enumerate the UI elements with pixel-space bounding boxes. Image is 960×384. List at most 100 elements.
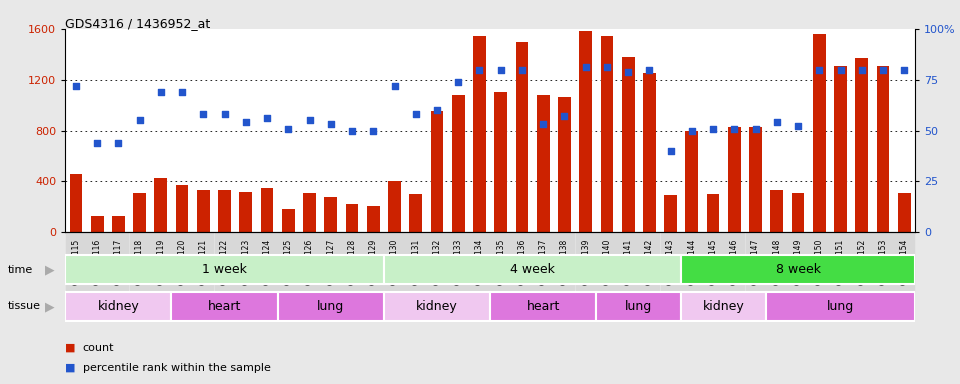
Text: lung: lung [827,300,854,313]
Point [536,121,551,127]
Bar [516,41,528,232]
Point [280,126,296,132]
Text: lung: lung [317,300,345,313]
Bar [766,291,915,321]
Bar [346,204,358,232]
Bar [172,291,277,321]
Bar [155,178,167,232]
Bar [749,127,762,232]
Point [366,127,381,134]
Point [324,121,339,127]
Text: tissue: tissue [8,301,40,311]
Point [641,66,657,73]
Point [301,117,317,123]
Point [345,127,360,134]
Bar [596,291,682,321]
Bar [324,197,337,232]
Bar [452,95,465,232]
Point [684,127,700,134]
Bar [277,291,384,321]
Bar [601,36,613,232]
Bar [792,193,804,232]
Point [493,66,509,73]
Point [429,107,444,113]
Bar [707,194,719,232]
Bar [643,73,656,232]
Text: ■: ■ [65,363,76,373]
Text: 1 week: 1 week [203,263,247,276]
Bar [69,174,83,232]
Point [387,83,402,89]
Bar [384,255,682,285]
Bar [728,127,741,232]
Bar [388,181,401,232]
Point [557,113,572,119]
Point [833,66,849,73]
Point [515,66,530,73]
Text: 8 week: 8 week [776,263,821,276]
Text: ■: ■ [65,343,76,353]
Point [578,65,593,71]
Bar [197,190,209,232]
Bar [491,291,596,321]
Bar [431,111,444,232]
Point [876,66,891,73]
Point [620,68,636,74]
Text: heart: heart [526,300,560,313]
Text: kidney: kidney [98,300,139,313]
Point [110,140,126,146]
Bar [834,66,847,232]
Point [727,126,742,132]
Text: kidney: kidney [703,300,745,313]
Point [599,65,614,71]
Bar [112,216,125,232]
Bar [282,209,295,232]
Bar [239,192,252,232]
Text: ▶: ▶ [45,263,55,276]
Bar [409,194,422,232]
Bar [579,31,592,232]
Bar [65,291,172,321]
Bar [664,195,677,232]
Bar [898,193,911,232]
Point [748,126,763,132]
Bar [682,291,766,321]
Bar [176,185,188,232]
Bar [622,57,635,232]
Text: 4 week: 4 week [510,263,555,276]
Bar [65,255,384,285]
Point [175,89,190,95]
Bar [855,58,868,232]
Point [450,79,466,85]
Bar [685,131,698,232]
Bar [367,205,379,232]
Point [217,111,232,118]
Point [769,119,784,126]
Point [706,126,721,132]
Bar [133,193,146,232]
Bar [537,95,549,232]
Point [196,111,211,118]
Point [89,140,105,146]
Bar [384,291,491,321]
Text: time: time [8,265,33,275]
Point [471,66,487,73]
Point [854,66,870,73]
Bar [771,190,783,232]
Text: GDS4316 / 1436952_at: GDS4316 / 1436952_at [65,17,210,30]
Text: kidney: kidney [416,300,458,313]
Point [897,66,912,73]
Point [790,123,805,129]
Text: heart: heart [208,300,241,313]
Point [68,83,84,89]
Bar [494,93,507,232]
Point [238,119,253,126]
Text: percentile rank within the sample: percentile rank within the sample [83,363,271,373]
Text: count: count [83,343,114,353]
Point [154,89,169,95]
Bar [813,34,826,232]
Point [811,66,827,73]
Bar [303,193,316,232]
Text: lung: lung [625,300,653,313]
Point [132,117,147,123]
